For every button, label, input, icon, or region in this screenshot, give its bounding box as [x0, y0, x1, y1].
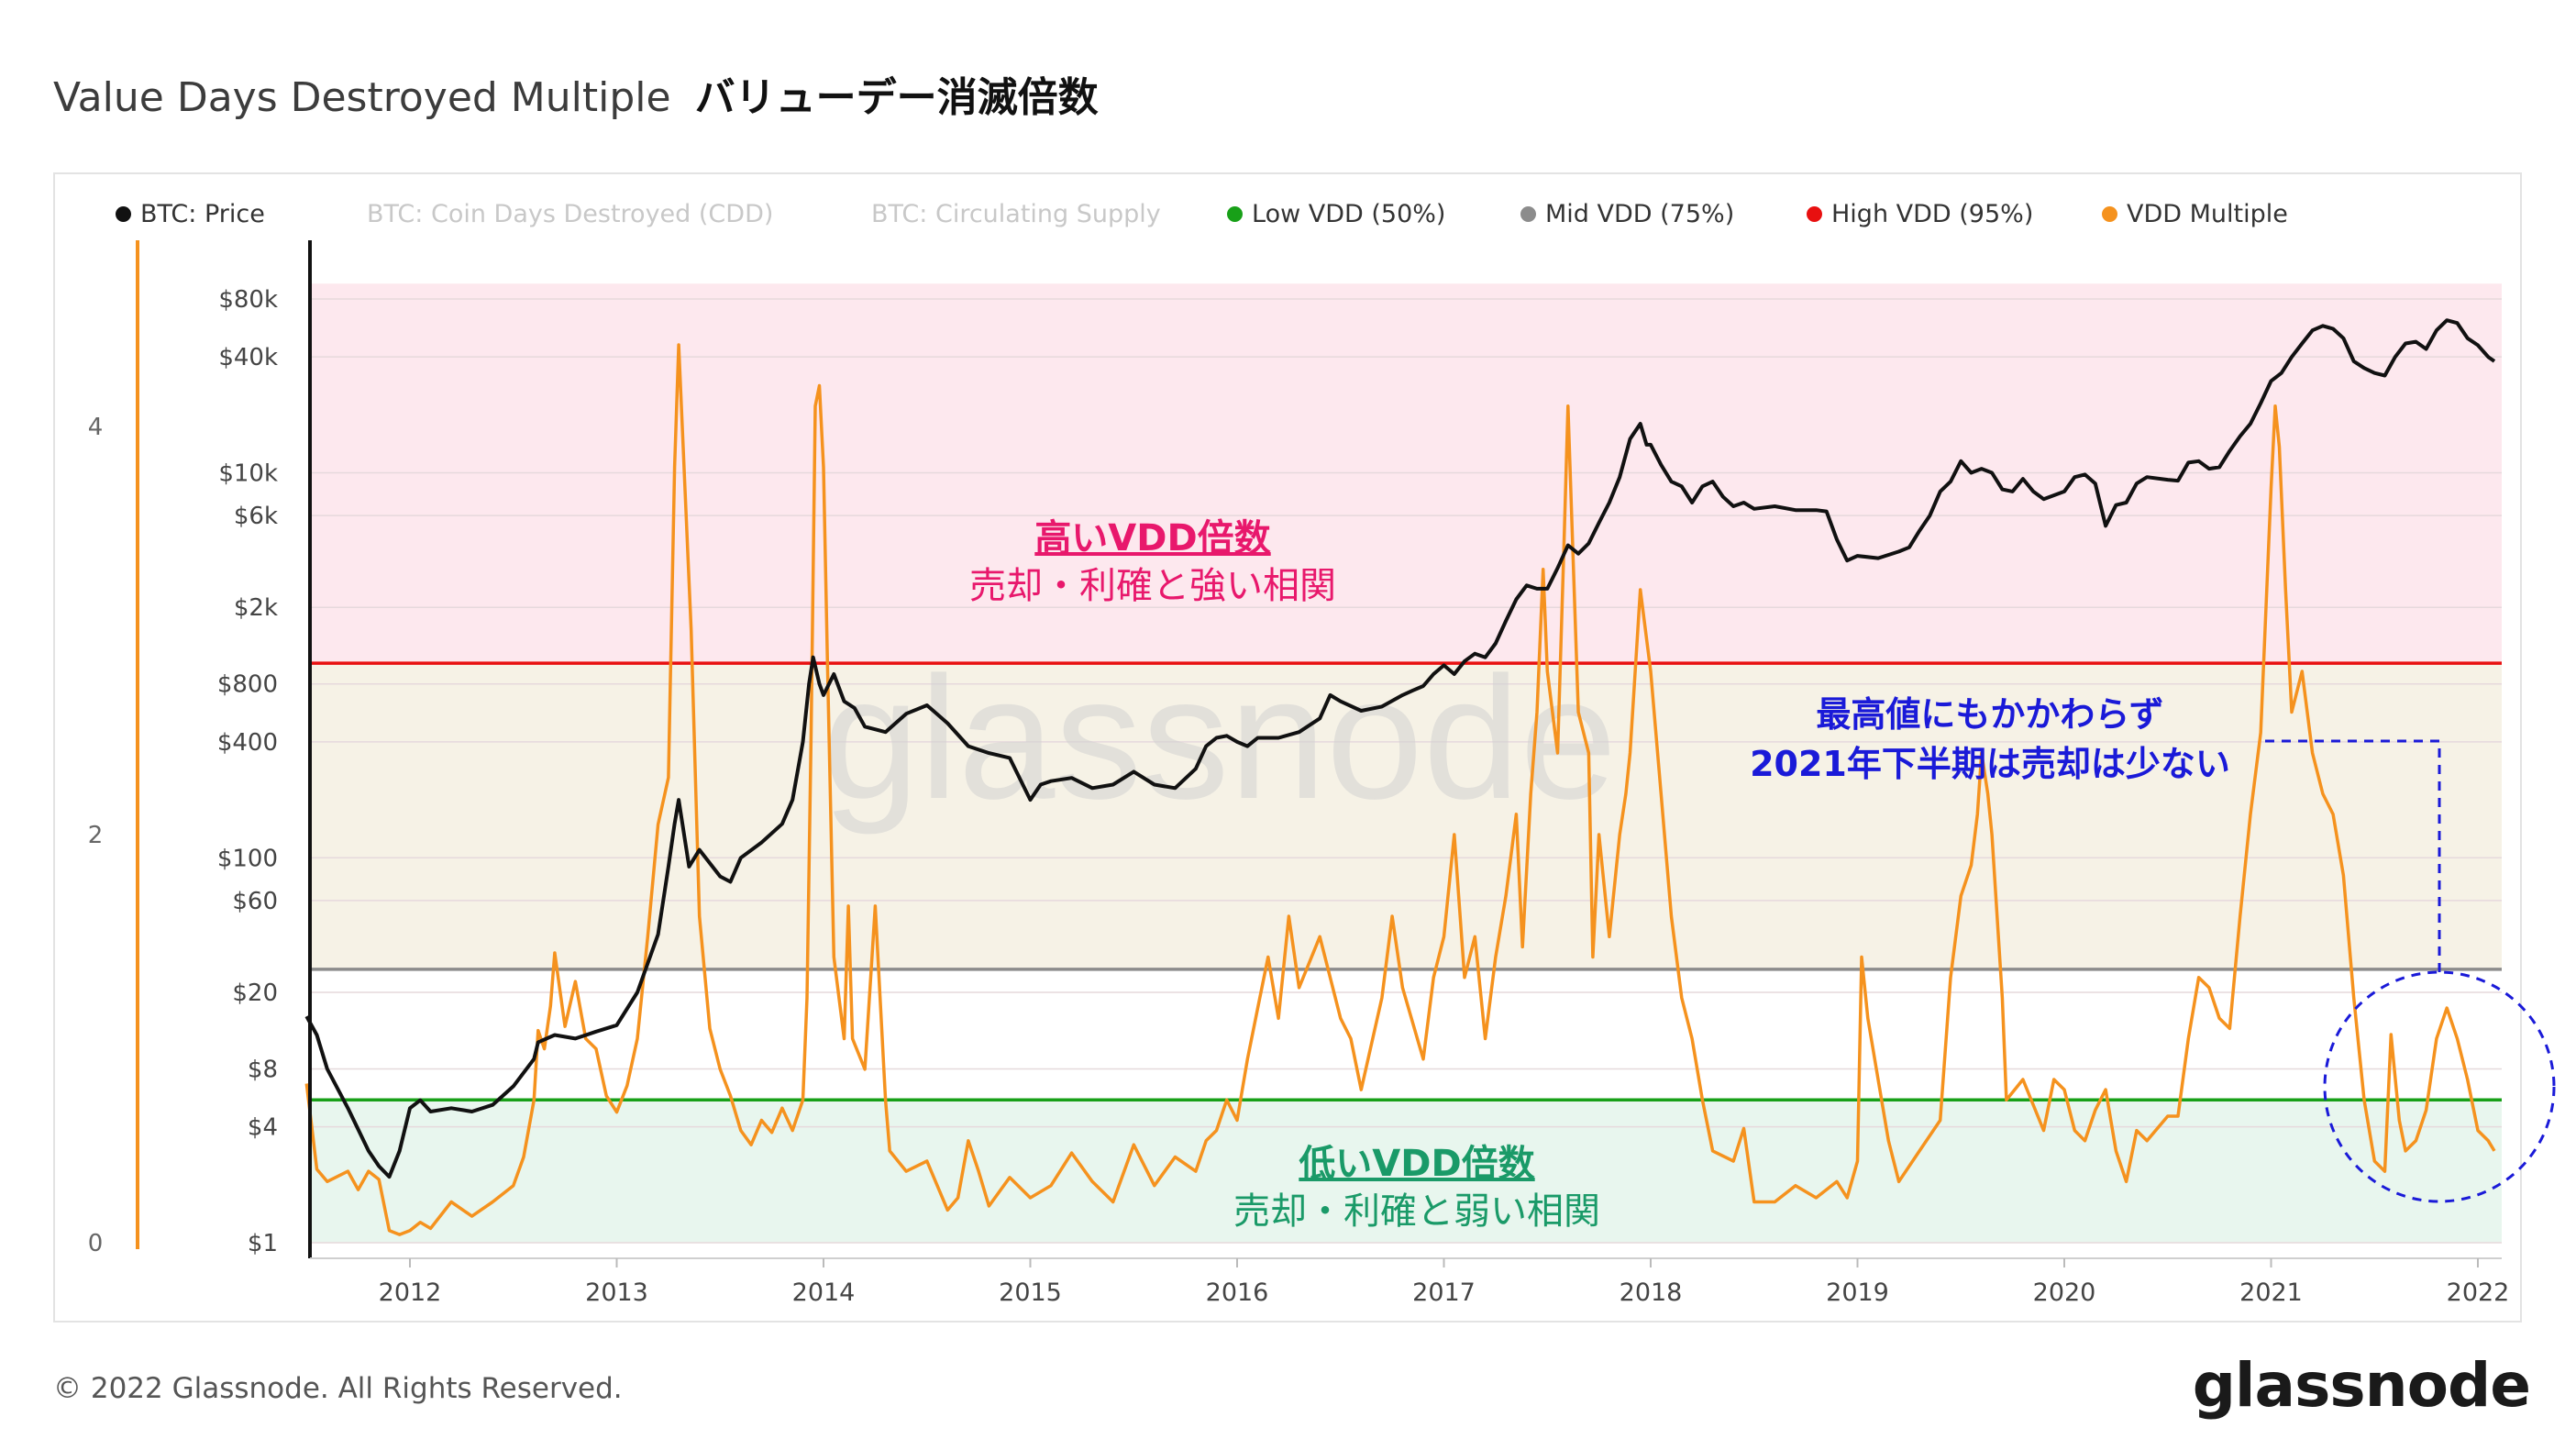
- x-tick-label: 2019: [1826, 1278, 1889, 1307]
- legend-label: BTC: Price: [140, 200, 265, 228]
- legend-dot-icon: [116, 206, 131, 222]
- axes: 4 2 0 $80k $40k $10k $6k $2k $800 $400 $100 $60 $20 $…: [88, 240, 2510, 1307]
- price-tick-label: $400: [217, 729, 278, 757]
- price-tick-label: $40k: [218, 344, 278, 371]
- legend-label: BTC: Coin Days Destroyed (CDD): [367, 200, 774, 228]
- x-tick-label: 2017: [1412, 1278, 1476, 1307]
- annotation-high-subtitle: 売却・利確と強い相関: [969, 565, 1336, 607]
- legend-item-vdd-multiple[interactable]: VDD Multiple: [2102, 200, 2288, 228]
- annotation-note-line1: 最高値にもかかわらず: [1816, 694, 2163, 735]
- note-highlight-circle: [2323, 970, 2556, 1203]
- zone-low: [310, 1100, 2502, 1243]
- legend-item-mid-vdd[interactable]: Mid VDD (75%): [1520, 200, 1734, 228]
- legend-label: High VDD (95%): [1831, 200, 2034, 228]
- legend-label: Mid VDD (75%): [1545, 200, 1735, 228]
- legend-item-high-vdd[interactable]: High VDD (95%): [1807, 200, 2033, 228]
- annotation-note: 最高値にもかかわらず 2021年下半期は売却は少ない: [1750, 694, 2556, 1203]
- left-tick-label: 4: [88, 414, 104, 441]
- chart-title: Value Days Destroyed Multiple バリューデー消滅倍数: [53, 64, 1099, 123]
- price-tick-label: $20: [232, 980, 278, 1007]
- price-tick-label: $4: [248, 1114, 278, 1142]
- price-tick-label: $60: [232, 888, 278, 915]
- x-tick-label: 2012: [379, 1278, 442, 1307]
- x-tick-label: 2015: [999, 1278, 1062, 1307]
- price-tick-label: $800: [217, 671, 278, 699]
- x-tick-label: 2014: [792, 1278, 856, 1307]
- annotation-high: 高いVDD倍数 売却・利確と強い相関: [969, 517, 1336, 607]
- series-line-vdd-multiple: [304, 343, 2496, 1236]
- price-tick-label: $8: [248, 1056, 278, 1083]
- x-tick-label: 2020: [2033, 1278, 2096, 1307]
- x-tick-label: 2021: [2239, 1278, 2303, 1307]
- legend-dot-icon: [1520, 206, 1536, 222]
- chart-frame: [53, 172, 2522, 1323]
- annotation-low-subtitle: 売却・利確と弱い相関: [1233, 1190, 1600, 1233]
- annotation-note-line2: 2021年下半期は売却は少ない: [1750, 744, 2230, 784]
- threshold-lines: [310, 661, 2502, 1101]
- copyright: © 2022 Glassnode. All Rights Reserved.: [53, 1372, 623, 1405]
- legend-label: VDD Multiple: [2127, 200, 2288, 228]
- note-connector: [2265, 739, 2441, 972]
- series-layer: [304, 318, 2496, 1236]
- x-tick-label: 2013: [585, 1278, 648, 1307]
- legend-item-low-vdd[interactable]: Low VDD (50%): [1227, 200, 1445, 228]
- legend-dot-icon: [2102, 206, 2117, 222]
- annotation-low-title: 低いVDD倍数: [1299, 1143, 1534, 1185]
- price-tick-label: $10k: [218, 460, 278, 488]
- price-tick-label: $1: [248, 1230, 278, 1257]
- price-tick-label: $2k: [234, 594, 278, 622]
- price-tick-label: $80k: [218, 286, 278, 314]
- brand-logo: glassnode: [2192, 1350, 2531, 1421]
- price-tick-label: $100: [217, 845, 278, 872]
- title-japanese: バリューデー消滅倍数: [694, 74, 1099, 121]
- x-tick-label: 2016: [1206, 1278, 1269, 1307]
- x-tick-label: 2018: [1620, 1278, 1683, 1307]
- legend-item-btc-price[interactable]: BTC: Price: [116, 200, 265, 228]
- price-gridlines: [310, 298, 2502, 1244]
- annotation-low: 低いVDD倍数 売却・利確と弱い相関: [1233, 1143, 1600, 1233]
- left-tick-label: 2: [88, 822, 104, 849]
- price-tick-label: $6k: [234, 503, 278, 530]
- series-line-btc-price: [304, 318, 2496, 1179]
- legend-label: Low VDD (50%): [1252, 200, 1446, 228]
- legend-item-supply[interactable]: BTC: Circulating Supply: [871, 200, 1161, 228]
- legend-dot-icon: [1227, 206, 1243, 222]
- title-english: Value Days Destroyed Multiple: [53, 74, 671, 121]
- left-tick-label: 0: [88, 1230, 104, 1257]
- legend: BTC: Price BTC: Coin Days Destroyed (CDD…: [0, 200, 2576, 237]
- legend-label: BTC: Circulating Supply: [871, 200, 1161, 228]
- legend-item-cdd[interactable]: BTC: Coin Days Destroyed (CDD): [367, 200, 773, 228]
- x-tick-label: 2022: [2447, 1278, 2510, 1307]
- annotation-high-title: 高いVDD倍数: [1034, 517, 1270, 559]
- legend-dot-icon: [1807, 206, 1822, 222]
